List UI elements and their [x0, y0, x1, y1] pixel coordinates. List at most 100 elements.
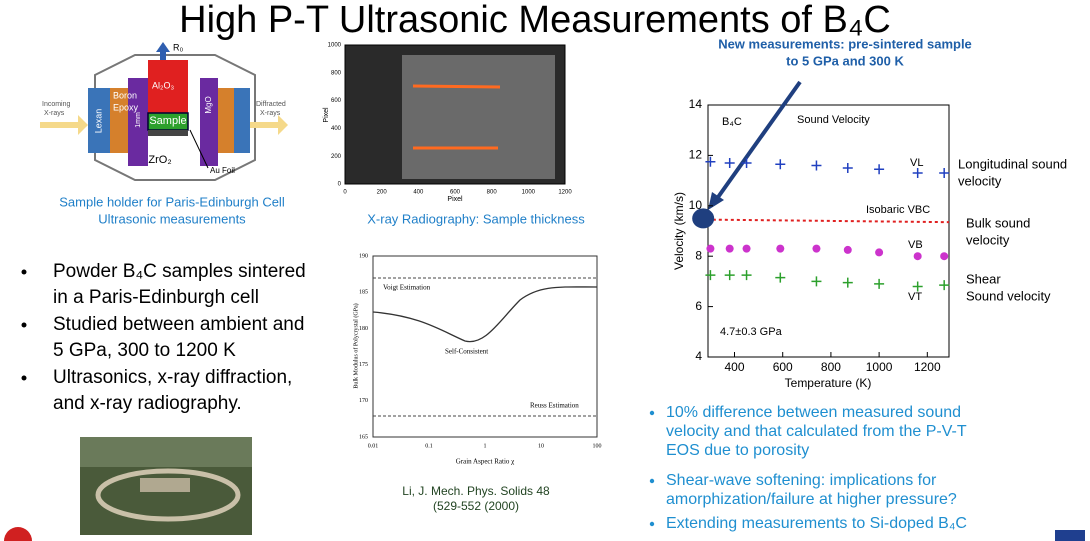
highlight-point: [692, 208, 715, 229]
modulus-figure: [372, 255, 598, 438]
point: [725, 244, 734, 253]
point: [776, 244, 785, 253]
series-label: VB: [908, 239, 923, 251]
label: X-rays: [44, 110, 65, 117]
x-axis-title: Pixel: [447, 196, 463, 203]
bullet-text: 5 GPa, 300 to 1200 K: [53, 340, 236, 361]
x-tick-label: 1000: [866, 360, 893, 374]
label: ZrO₂: [148, 154, 171, 166]
x-tick-label: 200: [377, 190, 388, 196]
y-tick-label: 0: [338, 182, 342, 188]
bullet-text: Powder B₄C samples sintered: [53, 261, 306, 282]
label: Boron: [113, 90, 137, 100]
x-tick-label: 1200: [914, 360, 941, 374]
reference-line: [712, 218, 950, 224]
cell-diagram: [40, 42, 288, 181]
bullet: [649, 521, 655, 527]
point: [912, 281, 923, 292]
label: R₀: [173, 42, 183, 52]
x-tick-label: 0.01: [368, 443, 379, 449]
point: [939, 280, 950, 291]
bullet: [649, 410, 655, 416]
point: [874, 278, 885, 289]
point: [913, 252, 922, 261]
point: [842, 277, 853, 288]
x-tick-label: 100: [593, 443, 602, 449]
side-label: Sound velocity: [966, 288, 1051, 303]
side-label: Longitudinal sound: [958, 156, 1067, 171]
point: [775, 159, 786, 170]
x-tick-label: 800: [821, 360, 841, 374]
point: [939, 168, 950, 179]
series-label: Isobaric VBC: [866, 204, 930, 216]
y-tick-label: 8: [695, 248, 702, 262]
bullet-text: Ultrasonics, x-ray diffraction,: [53, 367, 292, 388]
point: [724, 157, 735, 168]
y-tick-label: 400: [331, 126, 342, 132]
label: Lexan: [93, 109, 103, 134]
x-tick-label: 0: [343, 190, 347, 196]
curve-label: Self-Consistent: [445, 348, 488, 356]
label: Epoxy: [113, 102, 139, 112]
curve-label: Reuss Estimation: [530, 402, 579, 410]
bullet-text: Studied between ambient and: [53, 314, 304, 335]
point: [705, 270, 716, 281]
point: [875, 248, 884, 257]
bullet: [21, 269, 27, 275]
bullet: [21, 375, 27, 381]
x-axis-title: Grain Aspect Ratio χ: [456, 458, 515, 466]
point: [843, 245, 852, 254]
plot-text: 4.7±0.3 GPa: [720, 326, 783, 338]
point: [741, 270, 752, 281]
side-label: Shear: [966, 271, 1001, 286]
y-axis-title: Velocity (km/s): [672, 192, 686, 270]
caption: (529-552 (2000): [433, 499, 519, 513]
point: [912, 168, 923, 179]
y-tick-label: 12: [689, 148, 703, 162]
x-tick-label: 400: [413, 190, 424, 196]
y-tick-label: 10: [689, 198, 703, 212]
logo: [4, 527, 32, 541]
facility-photo: [80, 437, 252, 535]
plot-text: B₄C: [722, 116, 742, 128]
point: [775, 272, 786, 283]
label: 1mm: [135, 112, 142, 128]
logo: [1055, 530, 1085, 541]
point: [724, 270, 735, 281]
y-axis-title: Bulk Modulus of Polycrystal (GPa): [352, 303, 359, 388]
point: [940, 252, 949, 261]
series-label: VL: [910, 157, 923, 169]
point: [741, 157, 752, 168]
caption: Li, J. Mech. Phys. Solids 48: [402, 484, 550, 498]
side-label: velocity: [966, 232, 1010, 247]
bullet-text: amorphization/failure at higher pressure…: [666, 491, 957, 508]
arrow: [714, 80, 802, 202]
y-tick-label: 200: [331, 154, 342, 160]
x-axis-title: Temperature (K): [785, 376, 872, 390]
curve-label: Voigt Estimation: [383, 284, 431, 292]
y-tick-label: 175: [359, 362, 368, 368]
bullet: [21, 322, 27, 328]
annotation: New measurements: pre-sintered sample: [718, 36, 972, 51]
point: [842, 163, 853, 173]
y-tick-label: 180: [359, 326, 368, 332]
point: [811, 276, 822, 287]
bullet-text: Shear-wave softening: implications for: [666, 472, 937, 489]
y-tick-label: 6: [695, 299, 702, 313]
plot-text: Sound Velocity: [797, 114, 870, 126]
caption: Sample holder for Paris-Edinburgh Cell: [59, 194, 285, 209]
bullet-text: velocity and that calculated from the P-…: [666, 423, 967, 440]
series-label: VT: [908, 291, 922, 303]
x-tick-label: 1: [484, 443, 487, 449]
y-tick-label: 14: [689, 97, 703, 111]
label: 1.5mm: [156, 136, 181, 145]
annotation: to 5 GPa and 300 K: [786, 53, 904, 68]
bullet: [649, 478, 655, 484]
point: [874, 164, 885, 175]
point: [812, 244, 821, 253]
x-tick-label: 600: [450, 190, 461, 196]
y-tick-label: 1000: [328, 43, 342, 49]
point: [742, 244, 751, 253]
label: Al₂O₃: [152, 80, 174, 90]
